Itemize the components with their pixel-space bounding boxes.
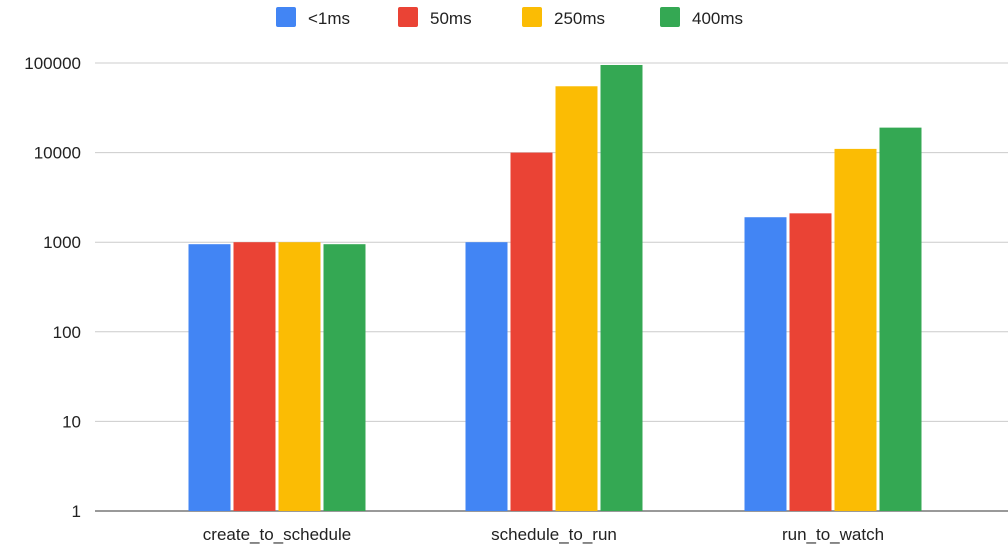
legend-swatch xyxy=(660,7,680,27)
bar xyxy=(465,242,508,511)
y-axis-ticks: 1 10 100 1000 10000 100000 xyxy=(24,54,81,521)
bar xyxy=(278,242,321,511)
legend-label: 400ms xyxy=(692,9,743,28)
bar xyxy=(188,244,231,511)
legend-label: 50ms xyxy=(430,9,472,28)
y-tick-label: 1 xyxy=(72,502,81,521)
y-tick-label: 1000 xyxy=(43,233,81,252)
bar xyxy=(789,213,832,511)
legend-swatch xyxy=(522,7,542,27)
y-tick-label: 100 xyxy=(53,323,81,342)
bar xyxy=(879,127,922,511)
bar xyxy=(834,148,877,511)
y-tick-label: 10000 xyxy=(34,144,81,163)
legend-swatch xyxy=(398,7,418,27)
bar xyxy=(555,86,598,512)
legend-swatch xyxy=(276,7,296,27)
legend: <1ms 50ms 250ms 400ms xyxy=(276,7,743,28)
x-category-label: schedule_to_run xyxy=(491,525,617,544)
bar xyxy=(510,152,553,511)
x-category-label: run_to_watch xyxy=(782,525,884,544)
legend-label: <1ms xyxy=(308,9,350,28)
bar xyxy=(233,242,276,511)
bars xyxy=(188,64,922,512)
x-axis-labels: create_to_schedule schedule_to_run run_to_… xyxy=(203,525,884,544)
bar xyxy=(600,64,643,511)
y-tick-label: 100000 xyxy=(24,54,81,73)
bar xyxy=(744,217,787,511)
x-category-label: create_to_schedule xyxy=(203,525,351,544)
legend-label: 250ms xyxy=(554,9,605,28)
y-tick-label: 10 xyxy=(62,412,81,431)
bar xyxy=(323,244,366,511)
